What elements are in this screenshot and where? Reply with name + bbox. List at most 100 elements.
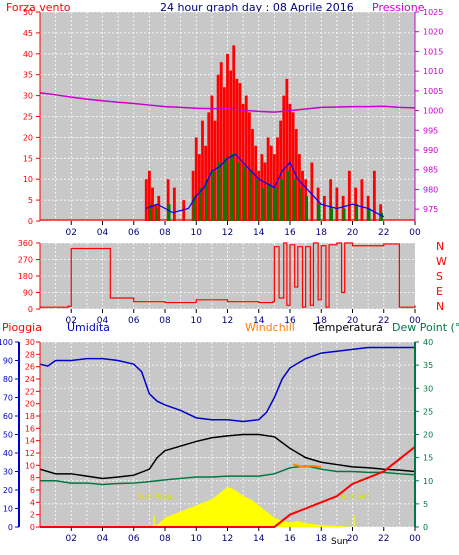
- average-wind-bar: [292, 179, 296, 221]
- average-wind-bar: [367, 208, 371, 221]
- gust-bar: [216, 74, 220, 221]
- dewpoint-label: Dew Point (°C: [392, 321, 459, 334]
- humidity-label: Umidita: [67, 321, 110, 334]
- temp-humidity-x-tick-label: 18: [316, 534, 328, 544]
- direction-x-tick-label: 18: [316, 316, 328, 326]
- rain-axis-tick-label: 4: [30, 498, 35, 507]
- pressure-axis-tick-label: 995: [423, 126, 438, 135]
- direction-axis-tick-label: 90: [23, 289, 33, 298]
- rain-axis-tick-label: 28: [25, 350, 35, 359]
- gust-bar: [166, 179, 170, 221]
- pressure-axis-tick-label: 1020: [423, 28, 443, 37]
- direction-axis-tick-label: 180: [18, 272, 33, 281]
- chart-title: 24 hour graph day : 08 Aprile 2016: [160, 1, 354, 14]
- temp-humidity-x-tick-label: 20: [347, 534, 359, 544]
- direction-axis-tick-label: 270: [18, 256, 33, 265]
- wind-direction-axes: 0 90 180 270 360 02 04 06 08 10 12 14 16 18 20 22 00: [18, 239, 421, 326]
- humidity-axis-tick-label: 90: [3, 357, 13, 366]
- humidity-axis-tick-label: 60: [3, 412, 13, 421]
- wind-pressure-x-tick-label: 20: [347, 228, 359, 238]
- gust-bar: [276, 137, 279, 221]
- rain-axis-tick-label: 20: [25, 400, 35, 409]
- temp-humidity-x-tick-label: 02: [66, 534, 77, 544]
- average-wind-bar: [255, 179, 259, 221]
- wind-pressure-marks: [39, 45, 416, 222]
- average-wind-bar: [317, 204, 321, 221]
- pressure-axis-tick-label: 980: [423, 185, 438, 194]
- gust-bar: [347, 170, 351, 221]
- pressure-axis-tick-label: 1000: [423, 107, 443, 116]
- gust-bar: [194, 137, 198, 221]
- compass-letter-3: E: [436, 285, 443, 298]
- average-wind-line: [146, 153, 385, 218]
- wind-pressure-x-tick-label: 14: [253, 228, 265, 238]
- gust-bar: [144, 179, 148, 221]
- rain-line: [40, 446, 416, 528]
- pressure-label: Pressione: [372, 1, 425, 14]
- direction-x-tick-label: 04: [97, 316, 109, 326]
- solar-area: [141, 486, 353, 527]
- direction-x-tick-label: 20: [347, 316, 359, 326]
- average-wind-bar: [248, 170, 252, 221]
- gust-bar: [360, 179, 364, 221]
- temp-humidity-x-tick-label: 04: [97, 534, 109, 544]
- temperature-axis-tick-label: 20: [423, 431, 433, 440]
- temperature-line: [39, 433, 416, 480]
- direction-x-tick-label: 00: [409, 316, 421, 326]
- temperature-axis-tick-label: 5: [423, 500, 428, 509]
- rain-axis-tick-label: 2: [30, 511, 35, 520]
- direction-x-tick-label: 12: [222, 316, 233, 326]
- gust-bar: [235, 78, 239, 221]
- average-wind-bar: [267, 183, 271, 221]
- temperature-axis-tick-label: 30: [423, 384, 433, 393]
- direction-line: [40, 242, 416, 308]
- temp-humidity-marks: Sun Rise Sun Set: [39, 346, 416, 528]
- temp-humidity-x-tick-label: 16: [284, 534, 296, 544]
- gust-bar: [263, 162, 267, 221]
- average-wind-bar: [230, 154, 234, 221]
- gust-bar: [329, 179, 333, 221]
- average-wind-bar: [198, 187, 202, 221]
- temp-humidity-x-tick-label: 00: [409, 534, 421, 544]
- gust-bar: [291, 112, 295, 221]
- compass-letter-1: W: [436, 255, 447, 268]
- compass-letter-4: N: [436, 300, 444, 313]
- wind-axis-tick-label: 10: [23, 175, 33, 184]
- average-wind-bar: [167, 204, 171, 221]
- windchill-line: [292, 463, 322, 468]
- rain-axis-tick-label: 24: [25, 375, 35, 384]
- average-wind-bar: [298, 187, 302, 221]
- gust-bar: [269, 145, 273, 221]
- temp-humidity-x-tick-label: 08: [159, 534, 171, 544]
- wind-direction-marks: [40, 242, 416, 308]
- temp-humidity-x-tick-label: 12: [222, 534, 233, 544]
- average-wind-bar: [211, 170, 215, 221]
- temp-humidity-x-tick-label: 14: [253, 534, 265, 544]
- wind-pressure-x-tick-label: 06: [128, 228, 140, 238]
- wind-pressure-axes: 0510152025303540455097598098599099510001…: [23, 8, 444, 238]
- wind-pressure-x-tick-label: 18: [316, 228, 328, 238]
- pressure-axis-tick-label: 1025: [423, 8, 443, 17]
- humidity-axis-tick-label: 70: [3, 394, 13, 403]
- temp-humidity-x-tick-label: 06: [128, 534, 140, 544]
- rain-label: Pioggia: [2, 321, 42, 334]
- compass-letter-2: S: [436, 270, 443, 283]
- gust-bar: [229, 70, 233, 222]
- average-wind-bar: [236, 162, 240, 221]
- humidity-axis-tick-label: 50: [3, 431, 13, 440]
- pressure-axis-tick-label: 975: [423, 205, 438, 214]
- gust-bar: [201, 120, 204, 221]
- gust-bar: [210, 95, 214, 221]
- wind-axis-tick-label: 25: [23, 113, 33, 122]
- pressure-axis-tick-label: 1015: [423, 47, 443, 56]
- direction-x-tick-label: 08: [159, 316, 171, 326]
- humidity-axis-tick-label: 30: [3, 468, 13, 477]
- temperature-axis-tick-label: 40: [423, 338, 433, 347]
- temperature-axis-tick-label: 35: [423, 361, 433, 370]
- wind-axis-tick-label: 5: [28, 196, 33, 205]
- temperature-axis-tick-label: 10: [423, 477, 433, 486]
- gust-bar: [322, 195, 326, 221]
- wind-pressure-x-tick-label: 22: [378, 228, 389, 238]
